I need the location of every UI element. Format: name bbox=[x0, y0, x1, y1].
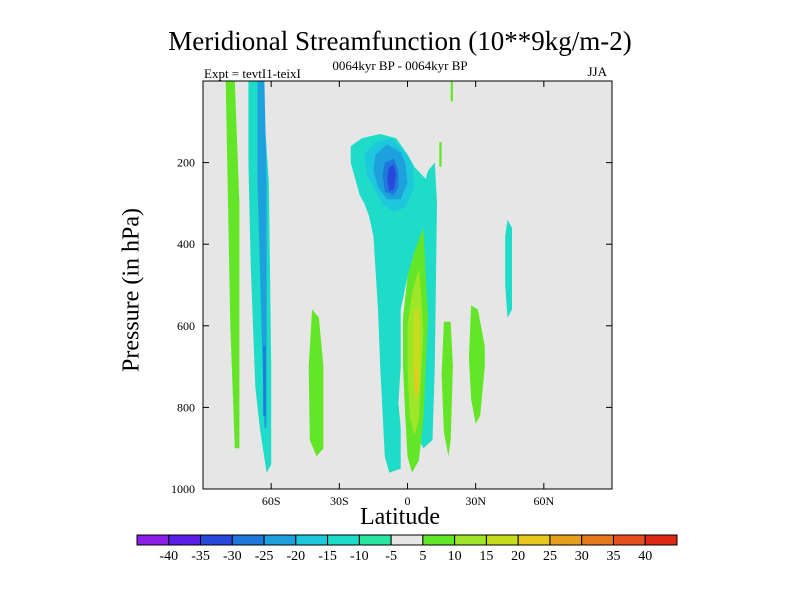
colorbar-box bbox=[517, 534, 551, 546]
x-tick-label: 60N bbox=[533, 494, 554, 508]
contour-region bbox=[505, 219, 512, 318]
x-tick-label: 60S bbox=[262, 494, 281, 508]
contour-region bbox=[350, 134, 437, 473]
y-tick-label: 800 bbox=[177, 400, 195, 414]
colorbar-box bbox=[422, 534, 456, 546]
colorbar-label: -40 bbox=[159, 549, 178, 564]
colorbar-label: -25 bbox=[255, 549, 274, 564]
colorbar-box bbox=[454, 534, 487, 546]
y-tick-label: 1000 bbox=[171, 482, 195, 496]
colorbar-box bbox=[327, 534, 360, 546]
y-tick-label: 400 bbox=[177, 237, 195, 251]
contour-regions bbox=[225, 81, 512, 473]
colorbar-label: -35 bbox=[191, 549, 210, 564]
colorbar-label: -15 bbox=[318, 549, 337, 564]
contour-region bbox=[441, 321, 453, 457]
colorbar-label: -30 bbox=[223, 549, 242, 564]
colorbar-box bbox=[136, 534, 170, 546]
colorbar-label: 15 bbox=[479, 549, 493, 564]
colorbar-box bbox=[263, 534, 297, 546]
contour-region bbox=[225, 81, 240, 449]
colorbar-label: 20 bbox=[511, 549, 525, 564]
y-tick-label: 200 bbox=[177, 156, 195, 170]
chart-subtitle: 0064kyr BP - 0064kyr BP bbox=[332, 58, 468, 73]
colorbar-box bbox=[485, 534, 519, 546]
colorbar-label: -10 bbox=[350, 549, 369, 564]
season-label: JJA bbox=[587, 64, 607, 79]
colorbar-box bbox=[295, 534, 329, 546]
contour-region bbox=[439, 142, 442, 167]
colorbar-box bbox=[390, 534, 424, 546]
contour-region bbox=[308, 309, 324, 457]
colorbar-box bbox=[549, 534, 583, 546]
contour-region bbox=[257, 81, 267, 428]
colorbar-box bbox=[168, 534, 202, 546]
colorbar-label: 5 bbox=[419, 549, 426, 564]
colorbar-box bbox=[358, 534, 392, 546]
colorbar-box bbox=[200, 534, 233, 546]
colorbar-box bbox=[231, 534, 265, 546]
contour-region bbox=[468, 305, 485, 424]
colorbar-label: 25 bbox=[543, 549, 557, 564]
x-tick-label: 30S bbox=[330, 494, 349, 508]
colorbar-label: 35 bbox=[606, 549, 620, 564]
x-tick-label: 30N bbox=[465, 494, 486, 508]
colorbar-box bbox=[612, 534, 646, 546]
colorbar-label: -5 bbox=[385, 549, 397, 564]
y-tick-label: 600 bbox=[177, 319, 195, 333]
contour-region bbox=[263, 346, 266, 416]
contour-region bbox=[414, 366, 418, 400]
colorbar-box bbox=[644, 534, 678, 546]
colorbar-label: 40 bbox=[638, 549, 652, 564]
colorbar-label: 30 bbox=[575, 549, 589, 564]
colorbar-label: -20 bbox=[286, 549, 305, 564]
colorbar-box bbox=[581, 534, 614, 546]
contour-region bbox=[387, 164, 397, 192]
x-axis-label: Latitude bbox=[360, 504, 440, 530]
colorbar-label: 10 bbox=[448, 549, 462, 564]
contour-region bbox=[450, 81, 453, 102]
chart-title: Meridional Streamfunction (10**9kg/m-2) bbox=[168, 26, 632, 56]
experiment-label: Expt = tevtI1-teixI bbox=[204, 66, 301, 81]
x-tick-label: 0 bbox=[405, 494, 411, 508]
